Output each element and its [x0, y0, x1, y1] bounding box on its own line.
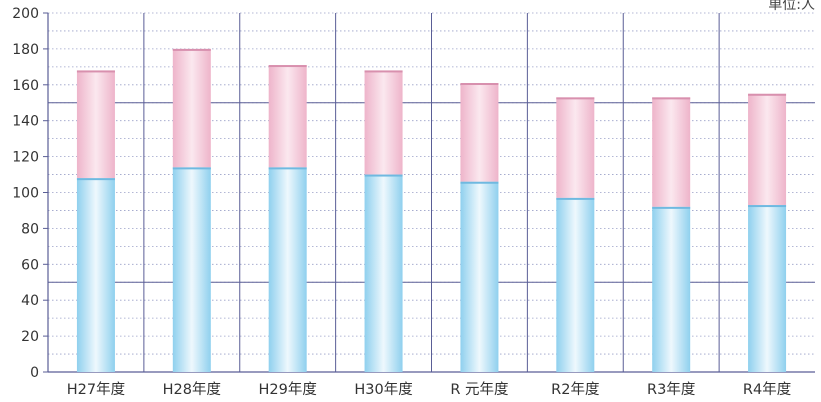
- bar-lower-cap: [172, 167, 211, 170]
- bar-upper-segment: [556, 97, 595, 198]
- bar-lower-segment: [652, 206, 691, 372]
- bar-upper-segment: [268, 65, 307, 168]
- bar-lower-segment: [556, 197, 595, 372]
- bar-upper-cap: [460, 83, 499, 86]
- x-tick-label: R2年度: [551, 381, 599, 398]
- x-tick-label: H27年度: [67, 381, 125, 398]
- bar-upper-cap: [268, 65, 307, 68]
- bar-upper-cap: [76, 70, 115, 73]
- bar-upper-cap: [556, 97, 595, 100]
- bar-upper-segment: [652, 97, 691, 207]
- bar-upper-segment: [460, 83, 499, 182]
- bar-lower-cap: [268, 167, 307, 170]
- bar-lower-cap: [364, 174, 403, 177]
- x-tick-label: H28年度: [163, 381, 221, 398]
- y-tick-label: 80: [21, 221, 39, 237]
- bar-lower-segment: [748, 205, 787, 372]
- y-tick-label: 40: [21, 293, 39, 309]
- y-tick-label: 20: [21, 329, 39, 345]
- x-tick-label: H29年度: [259, 381, 317, 398]
- bar-upper-cap: [172, 48, 211, 51]
- x-tick-label: R3年度: [647, 381, 695, 398]
- bar-lower-segment: [76, 178, 115, 372]
- y-tick-label: 120: [12, 150, 39, 166]
- unit-label: 単位:人: [768, 0, 815, 13]
- bar-lower-segment: [172, 167, 211, 372]
- bar-upper-segment: [748, 93, 787, 206]
- y-tick-label: 60: [21, 257, 39, 273]
- x-tick-label: H30年度: [354, 381, 412, 398]
- bar-lower-cap: [556, 197, 595, 200]
- bar-upper-segment: [364, 70, 403, 175]
- bar-lower-cap: [460, 181, 499, 184]
- bar-upper-cap: [748, 93, 787, 96]
- bar-lower-segment: [460, 181, 499, 372]
- bar-upper-cap: [364, 70, 403, 73]
- bar-lower-segment: [268, 167, 307, 372]
- bar-lower-cap: [76, 178, 115, 181]
- y-tick-label: 180: [12, 42, 39, 58]
- y-tick-label: 140: [12, 114, 39, 130]
- bar-upper-segment: [76, 70, 115, 179]
- y-tick-label: 200: [12, 6, 39, 22]
- bar-upper-cap: [652, 97, 691, 100]
- bar-lower-cap: [748, 205, 787, 208]
- y-tick-label: 160: [12, 78, 39, 94]
- x-tick-label: R4年度: [743, 381, 791, 398]
- bar-lower-segment: [364, 174, 403, 372]
- bar-upper-segment: [172, 48, 211, 168]
- y-tick-label: 0: [30, 365, 39, 381]
- y-tick-label: 100: [12, 186, 39, 202]
- bar-lower-cap: [652, 206, 691, 209]
- x-tick-label: R 元年度: [450, 381, 508, 398]
